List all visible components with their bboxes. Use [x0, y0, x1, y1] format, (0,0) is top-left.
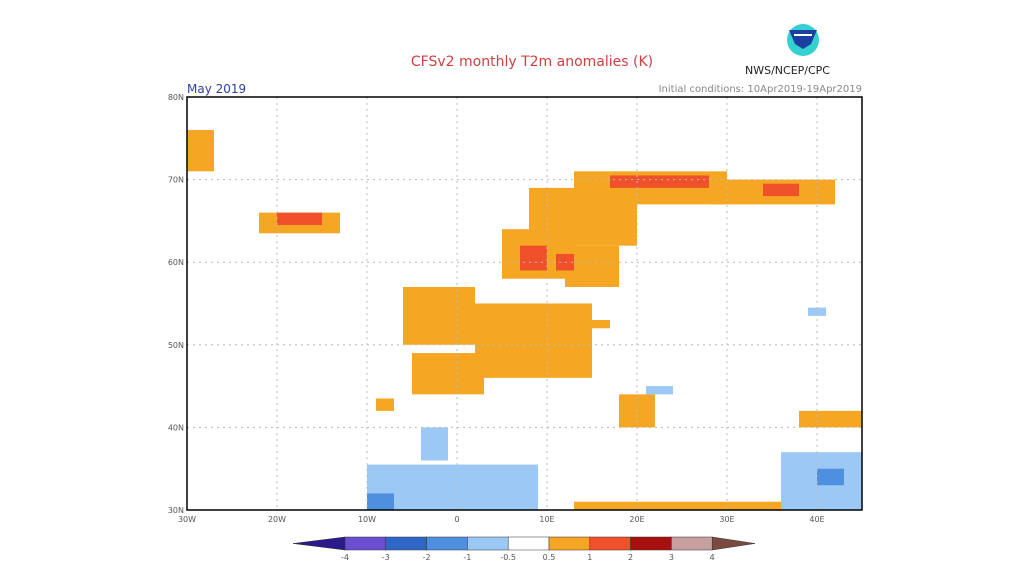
colorbar-segment — [467, 536, 509, 551]
anomaly-region — [808, 307, 826, 316]
colorbar-low-triangle — [292, 536, 346, 551]
forecast-month: May 2019 — [187, 82, 247, 96]
longitude-tick-label: 20W — [268, 515, 286, 524]
colorbar-high-triangle — [711, 536, 756, 551]
colorbar-segment — [344, 536, 387, 551]
longitude-tick-label: 0 — [454, 515, 459, 524]
latitude-tick-label: 70N — [168, 176, 184, 185]
colorbar-segment — [548, 536, 591, 551]
colorbar-segment — [589, 536, 631, 551]
colorbar-segment — [671, 536, 713, 551]
anomaly-region — [367, 464, 538, 510]
anomaly-region — [520, 245, 547, 271]
anomaly-region — [574, 501, 781, 510]
noaa-logo — [787, 24, 819, 56]
anomaly-region — [376, 398, 394, 411]
latitude-tick-label: 40N — [168, 423, 184, 432]
anomaly-region — [475, 303, 592, 378]
anomaly-region — [187, 130, 214, 172]
longitude-tick-label: 20E — [629, 515, 644, 524]
longitude-tick-label: 30W — [178, 515, 196, 524]
anomaly-region — [277, 212, 322, 226]
anomaly-region — [763, 183, 799, 197]
anomaly-region — [799, 410, 862, 428]
latitude-tick-label: 60N — [168, 258, 184, 267]
colorbar-label: 1 — [587, 553, 592, 562]
latitude-tick-label: 50N — [168, 341, 184, 350]
colorbar-label: -3 — [382, 553, 390, 562]
longitude-tick-label: 10E — [539, 515, 554, 524]
colorbar-label: 2 — [628, 553, 633, 562]
longitude-tick-label: 30E — [719, 515, 734, 524]
colorbar-label: 0.5 — [543, 553, 556, 562]
colorbar-label: -2 — [423, 553, 431, 562]
anomaly-region — [421, 427, 448, 461]
colorbar-segment — [385, 536, 427, 551]
map-frame — [186, 96, 863, 511]
colorbar-label: -4 — [341, 553, 349, 562]
anomaly-region — [367, 493, 394, 510]
colorbar-segment — [630, 536, 672, 551]
initial-conditions: Initial conditions: 10Apr2019-19Apr2019 — [658, 84, 862, 95]
colorbar-label: 4 — [710, 553, 715, 562]
colorbar-label: -1 — [463, 553, 471, 562]
longitude-tick-label: 10W — [358, 515, 376, 524]
anomaly-region — [403, 286, 475, 345]
colorbar-segment — [507, 536, 550, 551]
anomaly-region — [646, 386, 673, 395]
colorbar-label: -0.5 — [500, 553, 516, 562]
latitude-tick-label: 80N — [168, 93, 184, 102]
longitude-tick-label: 40E — [809, 515, 824, 524]
latitude-tick-label: 30N — [168, 506, 184, 515]
anomaly-region — [412, 353, 484, 395]
colorbar-segment — [426, 536, 468, 551]
anomaly-region — [592, 320, 610, 329]
colorbar-label: 3 — [669, 553, 674, 562]
organization-label: NWS/NCEP/CPC — [745, 64, 830, 77]
chart-title: CFSv2 monthly T2m anomalies (K) — [410, 54, 654, 70]
anomaly-region — [817, 468, 844, 486]
anomaly-region — [610, 175, 709, 188]
